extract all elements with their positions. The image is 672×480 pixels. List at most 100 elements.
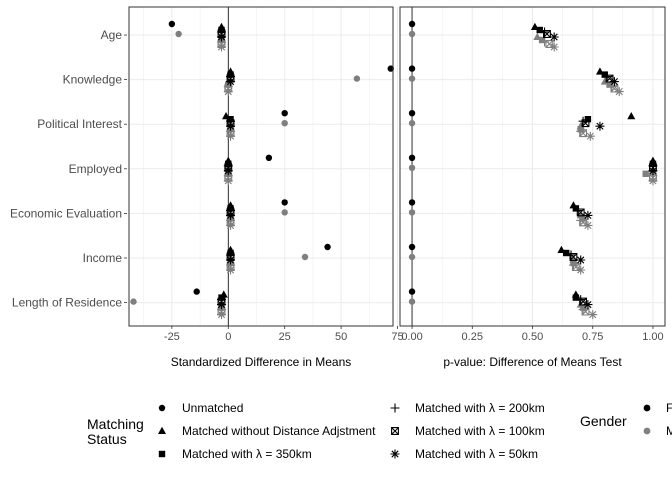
point-50km-female (226, 121, 236, 131)
point-unmatched-female (281, 199, 288, 206)
point-unmatched-male (281, 120, 288, 127)
y-tick-label: Length of Residence (12, 296, 122, 310)
legend-label: Matched with λ = 100km (415, 424, 545, 438)
point-unmatched-male (130, 298, 137, 305)
legend-gender-title: Gender (580, 413, 627, 429)
point-350km-female (601, 71, 608, 78)
point-50km-female (217, 300, 227, 310)
legend-item-200km: Matched with λ = 200km (390, 401, 545, 415)
point-350km-female (563, 249, 570, 257)
data-points (130, 20, 394, 320)
point-50km-male (223, 176, 233, 186)
gridlines (129, 7, 399, 326)
y-tick-label: Economic Evaluation (10, 206, 122, 220)
point-50km-male (614, 87, 624, 97)
y-tick-label: Age (101, 28, 123, 42)
x-tick-label: 0.50 (522, 331, 543, 343)
x-tick-label: 0.75 (582, 331, 603, 343)
x-tick-label: 0 (225, 331, 231, 343)
point-unmatched-male (408, 253, 416, 261)
point-unmatched-female (324, 243, 331, 251)
point-50km-male (217, 310, 227, 320)
data-points (408, 20, 658, 320)
point-unmatched-male (408, 30, 416, 38)
x-tick-label: 0.25 (462, 331, 483, 343)
legend-key-no_distance (158, 426, 166, 434)
point-unmatched-male (301, 253, 309, 261)
point-unmatched-female (408, 199, 416, 206)
point-unmatched-male (408, 120, 416, 127)
y-axis-labels: Age Knowledge Political Interest Employed Ec… (10, 28, 127, 310)
point-no_distance-female (627, 112, 636, 120)
point-350km-female (572, 205, 580, 212)
point-50km-male (583, 220, 593, 230)
x-tick-label: 25 (279, 331, 291, 343)
panel-right: 0.00 0.25 0.50 0.75 1.00 p-value: Difference … (399, 6, 666, 369)
point-50km-female (217, 32, 227, 42)
legend-key-50km (390, 449, 400, 459)
point-50km-female (226, 77, 236, 87)
point-unmatched-female (265, 154, 273, 161)
point-100km-female (581, 119, 590, 128)
legend-item-male: Male (643, 424, 672, 438)
legend-item-350km: Matched with λ = 350km (158, 447, 312, 461)
legend-label: Male (666, 424, 672, 438)
x-tick-label: 75 (391, 331, 403, 343)
y-tick-label: Employed (69, 162, 122, 176)
point-50km-male (223, 87, 233, 97)
legend-label: Matched without Distance Adjstment (182, 424, 376, 438)
point-unmatched-female (408, 243, 416, 251)
point-50km-male (226, 131, 236, 141)
point-50km-female (549, 32, 559, 42)
point-unmatched-female (168, 20, 176, 28)
point-350km-female (572, 294, 580, 301)
point-350km-male (538, 36, 546, 44)
point-unmatched-male (408, 75, 416, 82)
legend-status-title: Matching Status (87, 416, 144, 447)
point-50km-female (583, 210, 593, 220)
legend-key-350km (158, 450, 166, 458)
point-50km-male (585, 131, 595, 141)
legend-label: Matched with λ = 200km (415, 401, 545, 415)
point-unmatched-male (408, 209, 416, 216)
point-50km-male (226, 220, 236, 230)
legend-label: Unmatched (182, 401, 243, 415)
point-unmatched-female (408, 65, 416, 72)
y-tick-label: Knowledge (63, 73, 123, 87)
point-50km-female (595, 121, 605, 131)
point-50km-female (226, 210, 236, 220)
legend-item-no_distance: Matched without Distance Adjstment (158, 424, 376, 438)
point-50km-female (223, 166, 233, 176)
point-350km-male (606, 81, 613, 88)
point-unmatched-female (408, 288, 416, 295)
point-50km-female (226, 255, 236, 265)
legend-key-male (643, 427, 651, 435)
point-350km-male (579, 215, 587, 222)
point-unmatched-male (353, 75, 361, 82)
point-unmatched-female (408, 20, 416, 28)
gridlines (400, 7, 665, 326)
legend-item-unmatched: Unmatched (158, 401, 243, 415)
point-50km-male (576, 265, 586, 275)
point-50km-male (549, 42, 559, 52)
y-tick-label: Income (83, 251, 123, 265)
point-unmatched-female (408, 110, 416, 117)
legend-label: Matched with λ = 50km (415, 447, 538, 461)
point-unmatched-female (387, 65, 394, 72)
legend-key-unmatched (158, 404, 166, 412)
legend-key-female (643, 404, 651, 412)
point-50km-female (609, 77, 619, 87)
point-50km-male (217, 42, 227, 52)
point-50km-male (226, 265, 236, 275)
x-tick-label: 0.00 (401, 331, 422, 343)
legend-item-50km: Matched with λ = 50km (390, 447, 538, 461)
point-350km-female (584, 116, 592, 123)
point-unmatched-male (408, 298, 416, 305)
legend: Matching Status Unmatched Matched without D… (87, 401, 672, 461)
point-unmatched-female (193, 288, 200, 295)
panel-left: -25 0 25 50 75 Standardized Difference in Mea… (128, 6, 404, 369)
x-tick-label: 50 (335, 331, 347, 343)
point-50km-male (648, 176, 658, 186)
x-tick-label: -25 (164, 331, 180, 343)
legend-label: Matched with λ = 350km (182, 447, 312, 461)
